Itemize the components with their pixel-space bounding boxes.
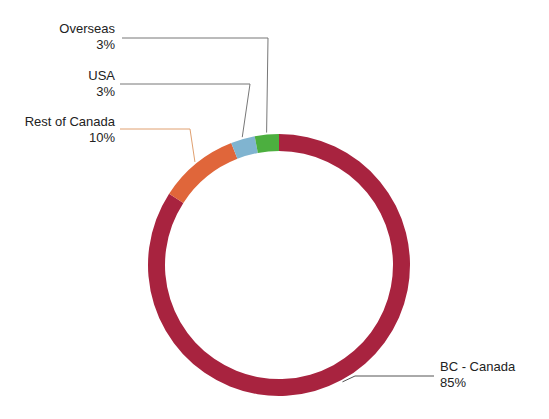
svg-text:Rest of Canada10%: Rest of Canada10% <box>25 114 116 145</box>
svg-text:Overseas3%: Overseas3% <box>59 21 115 52</box>
svg-text:USA3%: USA3% <box>88 68 115 99</box>
svg-text:BC - Canada85%: BC - Canada85% <box>440 359 516 390</box>
